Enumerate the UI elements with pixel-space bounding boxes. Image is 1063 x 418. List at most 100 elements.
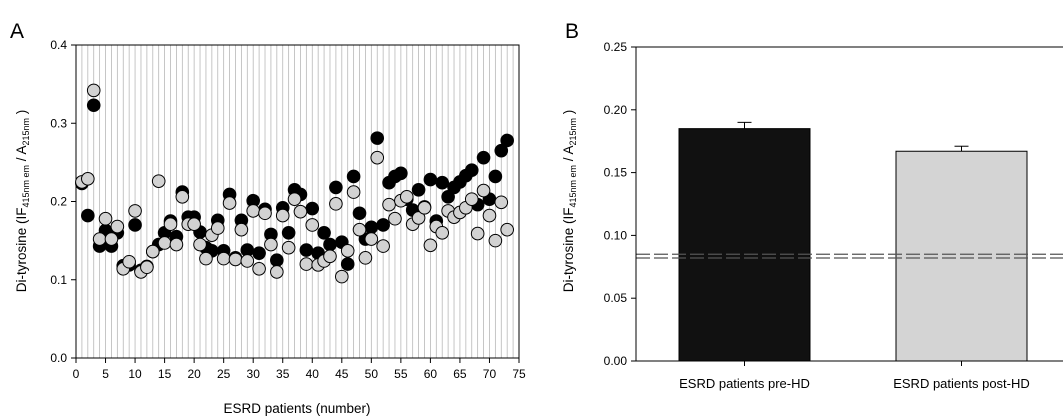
data-point-post <box>417 200 432 215</box>
data-point-post <box>122 254 136 269</box>
data-point-post <box>210 221 225 235</box>
data-point-post <box>104 232 119 246</box>
data-point-post <box>222 196 237 210</box>
data-point-post <box>464 192 479 206</box>
x-tick-label: 70 <box>483 367 497 381</box>
data-point-post <box>193 237 207 252</box>
y-tick-label: 0.2 <box>50 195 67 209</box>
data-point-post <box>411 211 426 225</box>
data-point-post <box>329 197 343 211</box>
data-point-post <box>258 206 272 221</box>
data-point-pre <box>86 98 101 113</box>
x-tick-label: 25 <box>217 367 231 381</box>
data-point-post <box>494 195 509 210</box>
data-point-post <box>151 174 166 188</box>
y-tick-label: 0.15 <box>604 166 628 180</box>
bar <box>678 128 811 362</box>
data-point-pre <box>329 180 343 195</box>
x-tick-label: 60 <box>424 367 438 381</box>
data-point-pre <box>128 218 142 232</box>
panel-a: A 0 5 10 15 20 25 30 35 40 45 50 55 60 65 70 75 0.00.10… <box>10 20 526 416</box>
data-point-post <box>305 218 320 232</box>
data-point-post <box>352 222 367 237</box>
y-tick-label: 0.0 <box>50 351 67 365</box>
data-point-post <box>140 260 154 275</box>
data-point-post <box>81 172 95 186</box>
data-point-pre <box>352 206 367 221</box>
data-point-post <box>110 219 125 234</box>
data-point-pre <box>423 172 438 187</box>
data-point-post <box>376 239 390 253</box>
data-point-post <box>92 232 107 246</box>
data-point-post <box>399 190 414 204</box>
y-tick-label: 0.3 <box>50 116 67 130</box>
panel-a-x-ticks: 0 5 10 15 20 25 30 35 40 45 50 55 60 65 70 75 <box>73 358 526 381</box>
panel-b-y-ticks: 0.00 0.05 0.10 0.15 0.20 0.25 <box>604 40 636 368</box>
data-point-post <box>488 233 503 248</box>
data-point-post <box>435 226 450 240</box>
x-tick-label: 65 <box>453 367 467 381</box>
data-point-pre <box>299 243 314 257</box>
panel-b-y-label-prefix: Di-tyrosine (IF <box>561 208 576 293</box>
data-point-pre <box>435 175 450 190</box>
panel-b-letter: B <box>565 20 579 43</box>
y-tick-label: 0.4 <box>50 38 67 52</box>
data-point-post <box>370 150 385 165</box>
x-tick-label: 20 <box>187 367 201 381</box>
panel-a-x-axis-label: ESRD patients (number) <box>223 401 370 416</box>
data-point-post <box>346 185 361 199</box>
panel-b-y-label-suffix: ) <box>561 110 576 118</box>
panel-b-y-label-middle: / A <box>561 145 576 165</box>
x-tick-label: 75 <box>512 367 526 381</box>
panel-a-y-label-middle: / A <box>14 145 29 165</box>
data-point-pre <box>252 246 266 260</box>
bar <box>895 150 1028 362</box>
y-tick-label: 0.00 <box>604 354 628 368</box>
panel-a-y-label-sub2: 215nm <box>21 118 31 146</box>
data-point-post <box>246 204 260 218</box>
data-point-post <box>187 217 201 231</box>
data-point-post <box>423 238 438 253</box>
data-point-post <box>323 249 337 264</box>
panel-a-y-label-prefix: Di-tyrosine (IF <box>14 208 29 293</box>
data-point-pre <box>376 218 390 232</box>
data-point-post <box>264 237 278 252</box>
data-point-post <box>145 244 160 259</box>
panel-b-bars <box>678 121 1028 362</box>
data-point-post <box>270 265 284 279</box>
data-point-post <box>482 208 497 223</box>
data-point-pre <box>317 226 331 240</box>
data-point-post <box>240 254 255 268</box>
data-point-pre <box>394 166 408 181</box>
data-point-pre <box>323 237 337 252</box>
panel-b-y-label-sub2: 215nm <box>568 118 578 146</box>
data-point-pre <box>281 226 296 240</box>
panel-a-y-ticks: 0.0 0.1 0.2 0.3 0.4 <box>50 38 76 365</box>
data-point-post <box>382 197 396 212</box>
x-tick-label: 5 <box>102 367 109 381</box>
data-point-post <box>98 211 113 226</box>
x-tick-label: 30 <box>247 367 261 381</box>
data-point-post <box>364 232 379 246</box>
data-point-post <box>234 222 249 237</box>
category-label: ESRD patients post-HD <box>893 376 1030 391</box>
data-point-pre <box>364 220 379 235</box>
data-point-pre <box>476 150 491 165</box>
data-point-post <box>476 183 491 198</box>
data-point-pre <box>81 208 95 223</box>
x-tick-label: 35 <box>276 367 290 381</box>
data-point-pre <box>411 182 426 197</box>
x-tick-label: 55 <box>394 367 408 381</box>
panel-b-y-label-sub1: 415nm em <box>568 165 578 208</box>
data-point-post <box>163 217 178 231</box>
data-point-post <box>500 222 514 237</box>
data-point-post <box>340 243 355 258</box>
y-tick-label: 0.20 <box>604 103 628 117</box>
data-point-pre <box>340 257 355 271</box>
data-point-pre <box>488 169 503 184</box>
data-point-pre <box>494 143 509 158</box>
data-point-pre <box>464 163 479 177</box>
x-tick-label: 40 <box>306 367 320 381</box>
data-point-pre <box>370 131 385 145</box>
